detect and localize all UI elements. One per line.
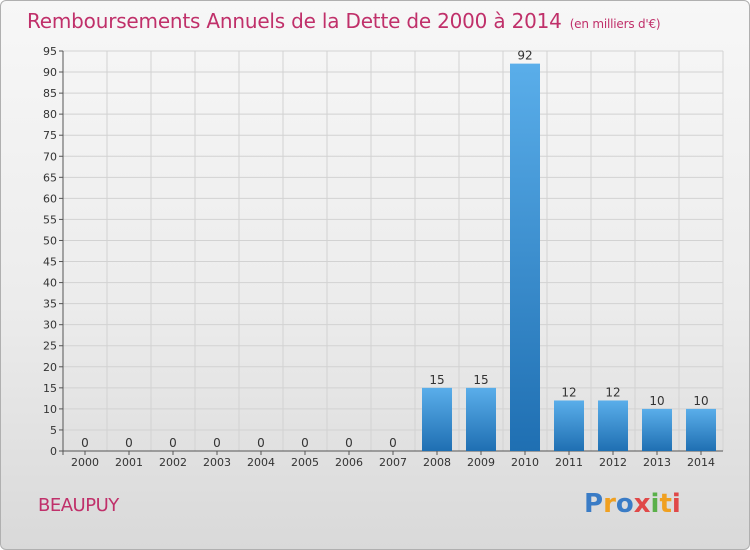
data-label: 0 [389,436,397,450]
y-tick-label: 90 [43,66,57,79]
y-tick-label: 40 [43,277,57,290]
x-tick-label: 2013 [643,456,671,469]
logo-letter: r [603,489,616,519]
proxiti-logo: Proxiti [584,489,681,519]
bar [642,408,672,451]
logo-letter: P [584,489,604,519]
y-tick-label: 35 [43,298,57,311]
y-tick-label: 95 [43,45,57,58]
data-label: 0 [213,436,221,450]
data-label: 0 [301,436,309,450]
logo-letter: i [650,489,660,519]
logo-letter: t [659,489,672,519]
data-label: 0 [125,436,133,450]
bar [466,387,496,451]
bar [554,400,584,451]
y-tick-label: 15 [43,382,57,395]
commune-name: BEAUPUY [38,495,119,516]
y-tick-label: 0 [50,445,57,458]
data-label: 0 [257,436,265,450]
chart-title: Remboursements Annuels de la Dette de 20… [27,9,661,33]
x-tick-label: 2006 [335,456,363,469]
x-tick-label: 2008 [423,456,451,469]
y-tick-label: 80 [43,108,57,121]
data-label: 0 [345,436,353,450]
y-tick-label: 70 [43,150,57,163]
x-tick-label: 2012 [599,456,627,469]
y-tick-label: 25 [43,340,57,353]
y-tick-label: 65 [43,171,57,184]
y-tick-label: 45 [43,256,57,269]
data-label: 12 [605,385,620,399]
x-tick-label: 2000 [71,456,99,469]
y-tick-label: 75 [43,129,57,142]
x-tick-label: 2003 [203,456,231,469]
bar [686,408,716,451]
x-tick-label: 2009 [467,456,495,469]
x-tick-label: 2001 [115,456,143,469]
y-tick-label: 60 [43,192,57,205]
data-label: 15 [429,373,444,387]
x-tick-label: 2007 [379,456,407,469]
y-tick-label: 55 [43,213,57,226]
x-tick-label: 2002 [159,456,187,469]
y-tick-label: 20 [43,361,57,374]
data-label: 12 [561,385,576,399]
y-tick-label: 10 [43,403,57,416]
logo-letter: o [615,489,634,519]
logo-letter: i [671,489,681,519]
data-label: 15 [473,373,488,387]
logo-letter: x [633,489,651,519]
y-tick-label: 50 [43,234,57,247]
bar [598,400,628,451]
data-label: 0 [169,436,177,450]
x-tick-label: 2005 [291,456,319,469]
x-tick-label: 2014 [687,456,715,469]
data-label: 10 [649,394,664,408]
data-label: 92 [517,49,532,63]
y-tick-label: 5 [50,424,57,437]
x-tick-label: 2004 [247,456,275,469]
x-tick-label: 2011 [555,456,583,469]
y-tick-label: 85 [43,87,57,100]
data-label: 10 [693,394,708,408]
chart-title-text: Remboursements Annuels de la Dette de 20… [27,9,562,33]
x-tick-label: 2010 [511,456,539,469]
bar [510,63,540,451]
y-tick-label: 30 [43,319,57,332]
bar [422,387,452,451]
data-label: 0 [81,436,89,450]
unit-note: (en milliers d'€) [569,17,661,31]
